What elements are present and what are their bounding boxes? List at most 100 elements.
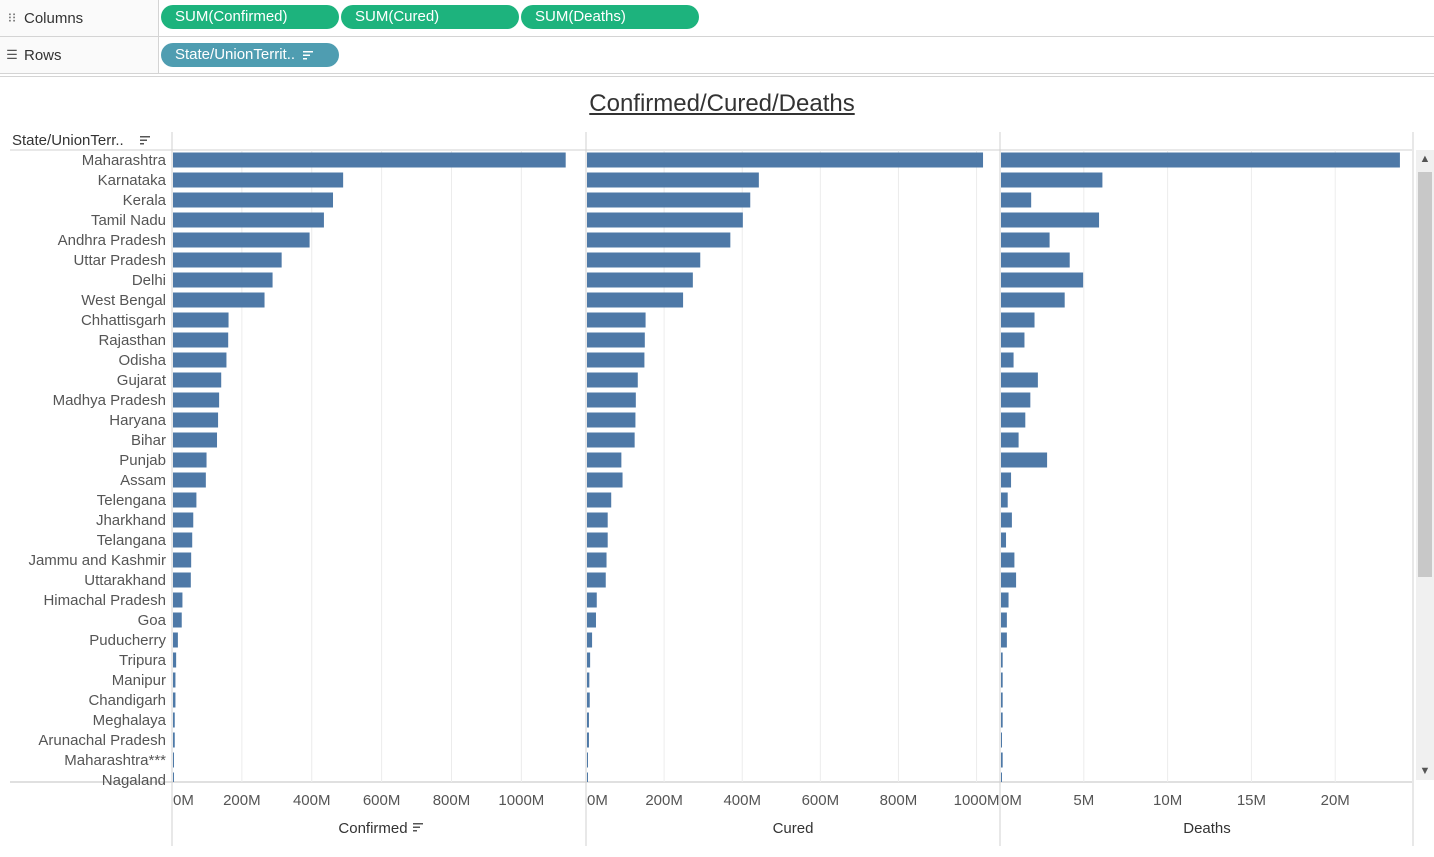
scrollbar-thumb[interactable] xyxy=(1418,172,1432,577)
bar-deaths[interactable] xyxy=(1001,212,1100,228)
bar-confirmed[interactable] xyxy=(173,372,222,388)
bar-cured[interactable] xyxy=(587,412,636,428)
bar-confirmed[interactable] xyxy=(173,692,176,708)
pill-sum-confirmed[interactable]: SUM(Confirmed) xyxy=(161,5,339,29)
axis-title-deaths[interactable]: Deaths xyxy=(1183,820,1231,837)
bar-deaths[interactable] xyxy=(1001,672,1003,688)
pill-sum-cured[interactable]: SUM(Cured) xyxy=(341,5,519,29)
bar-deaths[interactable] xyxy=(1001,592,1009,608)
bar-cured[interactable] xyxy=(587,452,622,468)
bar-cured[interactable] xyxy=(587,712,589,728)
bar-deaths[interactable] xyxy=(1001,332,1025,348)
vertical-scrollbar[interactable]: ▲ ▼ xyxy=(1416,150,1434,780)
bar-cured[interactable] xyxy=(587,292,684,308)
bar-deaths[interactable] xyxy=(1001,772,1002,783)
bar-confirmed[interactable] xyxy=(173,412,219,428)
bar-confirmed[interactable] xyxy=(173,712,175,728)
bar-confirmed[interactable] xyxy=(173,652,177,668)
bar-deaths[interactable] xyxy=(1001,752,1003,768)
axis-title-cured[interactable]: Cured xyxy=(773,820,814,837)
bar-confirmed[interactable] xyxy=(173,452,207,468)
bar-deaths[interactable] xyxy=(1001,172,1103,188)
bar-confirmed[interactable] xyxy=(173,332,229,348)
bar-confirmed[interactable] xyxy=(173,272,273,288)
bar-confirmed[interactable] xyxy=(173,192,334,208)
bar-deaths[interactable] xyxy=(1001,552,1015,568)
bar-cured[interactable] xyxy=(587,732,589,748)
bar-cured[interactable] xyxy=(587,532,608,548)
bar-confirmed[interactable] xyxy=(173,492,197,508)
bar-cured[interactable] xyxy=(587,232,731,248)
bar-deaths[interactable] xyxy=(1001,712,1003,728)
bar-confirmed[interactable] xyxy=(173,212,324,228)
bar-cured[interactable] xyxy=(587,432,635,448)
bar-cured[interactable] xyxy=(587,612,596,628)
bar-confirmed[interactable] xyxy=(173,732,175,748)
bar-confirmed[interactable] xyxy=(173,172,344,188)
bar-deaths[interactable] xyxy=(1001,152,1400,168)
bar-deaths[interactable] xyxy=(1001,572,1017,588)
bar-deaths[interactable] xyxy=(1001,652,1003,668)
bar-cured[interactable] xyxy=(587,492,612,508)
bar-cured[interactable] xyxy=(587,652,591,668)
bar-confirmed[interactable] xyxy=(173,392,220,408)
bar-cured[interactable] xyxy=(587,352,645,368)
bar-confirmed[interactable] xyxy=(173,532,193,548)
bar-cured[interactable] xyxy=(587,172,759,188)
bar-confirmed[interactable] xyxy=(173,592,183,608)
bar-deaths[interactable] xyxy=(1001,352,1014,368)
bar-deaths[interactable] xyxy=(1001,612,1007,628)
bar-deaths[interactable] xyxy=(1001,312,1035,328)
bar-cured[interactable] xyxy=(587,212,743,228)
bar-deaths[interactable] xyxy=(1001,692,1003,708)
bar-cured[interactable] xyxy=(587,752,588,768)
bar-deaths[interactable] xyxy=(1001,272,1084,288)
bar-cured[interactable] xyxy=(587,632,593,648)
bar-deaths[interactable] xyxy=(1001,232,1050,248)
bar-deaths[interactable] xyxy=(1001,192,1032,208)
bar-confirmed[interactable] xyxy=(173,632,178,648)
bar-cured[interactable] xyxy=(587,392,636,408)
bar-deaths[interactable] xyxy=(1001,412,1026,428)
bar-deaths[interactable] xyxy=(1001,632,1007,648)
bar-cured[interactable] xyxy=(587,592,597,608)
axis-title-confirmed[interactable]: Confirmed xyxy=(338,820,407,837)
bar-cured[interactable] xyxy=(587,312,646,328)
bar-confirmed[interactable] xyxy=(173,752,174,768)
pill-sum-deaths[interactable]: SUM(Deaths) xyxy=(521,5,699,29)
bar-deaths[interactable] xyxy=(1001,392,1031,408)
bar-deaths[interactable] xyxy=(1001,252,1070,268)
bar-cured[interactable] xyxy=(587,272,693,288)
bar-cured[interactable] xyxy=(587,252,701,268)
bar-deaths[interactable] xyxy=(1001,732,1002,748)
pill-state-dimension[interactable]: State/UnionTerrit.. xyxy=(161,43,339,67)
bar-confirmed[interactable] xyxy=(173,612,182,628)
bar-cured[interactable] xyxy=(587,512,608,528)
bar-deaths[interactable] xyxy=(1001,512,1012,528)
bar-cured[interactable] xyxy=(587,152,984,168)
bar-cured[interactable] xyxy=(587,332,645,348)
bar-confirmed[interactable] xyxy=(173,512,194,528)
bar-cured[interactable] xyxy=(587,472,623,488)
bar-deaths[interactable] xyxy=(1001,432,1019,448)
bar-confirmed[interactable] xyxy=(173,472,206,488)
bar-confirmed[interactable] xyxy=(173,312,229,328)
bar-confirmed[interactable] xyxy=(173,672,176,688)
bar-confirmed[interactable] xyxy=(173,552,192,568)
bar-cured[interactable] xyxy=(587,672,590,688)
bar-confirmed[interactable] xyxy=(173,152,566,168)
row-header-label[interactable]: State/UnionTerr.. xyxy=(12,132,124,149)
bar-deaths[interactable] xyxy=(1001,492,1008,508)
bar-confirmed[interactable] xyxy=(173,252,282,268)
scroll-down-icon[interactable]: ▼ xyxy=(1419,765,1431,777)
bar-cured[interactable] xyxy=(587,552,607,568)
bar-confirmed[interactable] xyxy=(173,232,310,248)
bar-confirmed[interactable] xyxy=(173,432,218,448)
bar-deaths[interactable] xyxy=(1001,292,1065,308)
bar-deaths[interactable] xyxy=(1001,532,1007,548)
row-header-sort-icon[interactable] xyxy=(140,136,150,145)
scroll-up-icon[interactable]: ▲ xyxy=(1419,153,1431,165)
bar-cured[interactable] xyxy=(587,772,588,783)
bar-cured[interactable] xyxy=(587,372,638,388)
bar-cured[interactable] xyxy=(587,572,606,588)
